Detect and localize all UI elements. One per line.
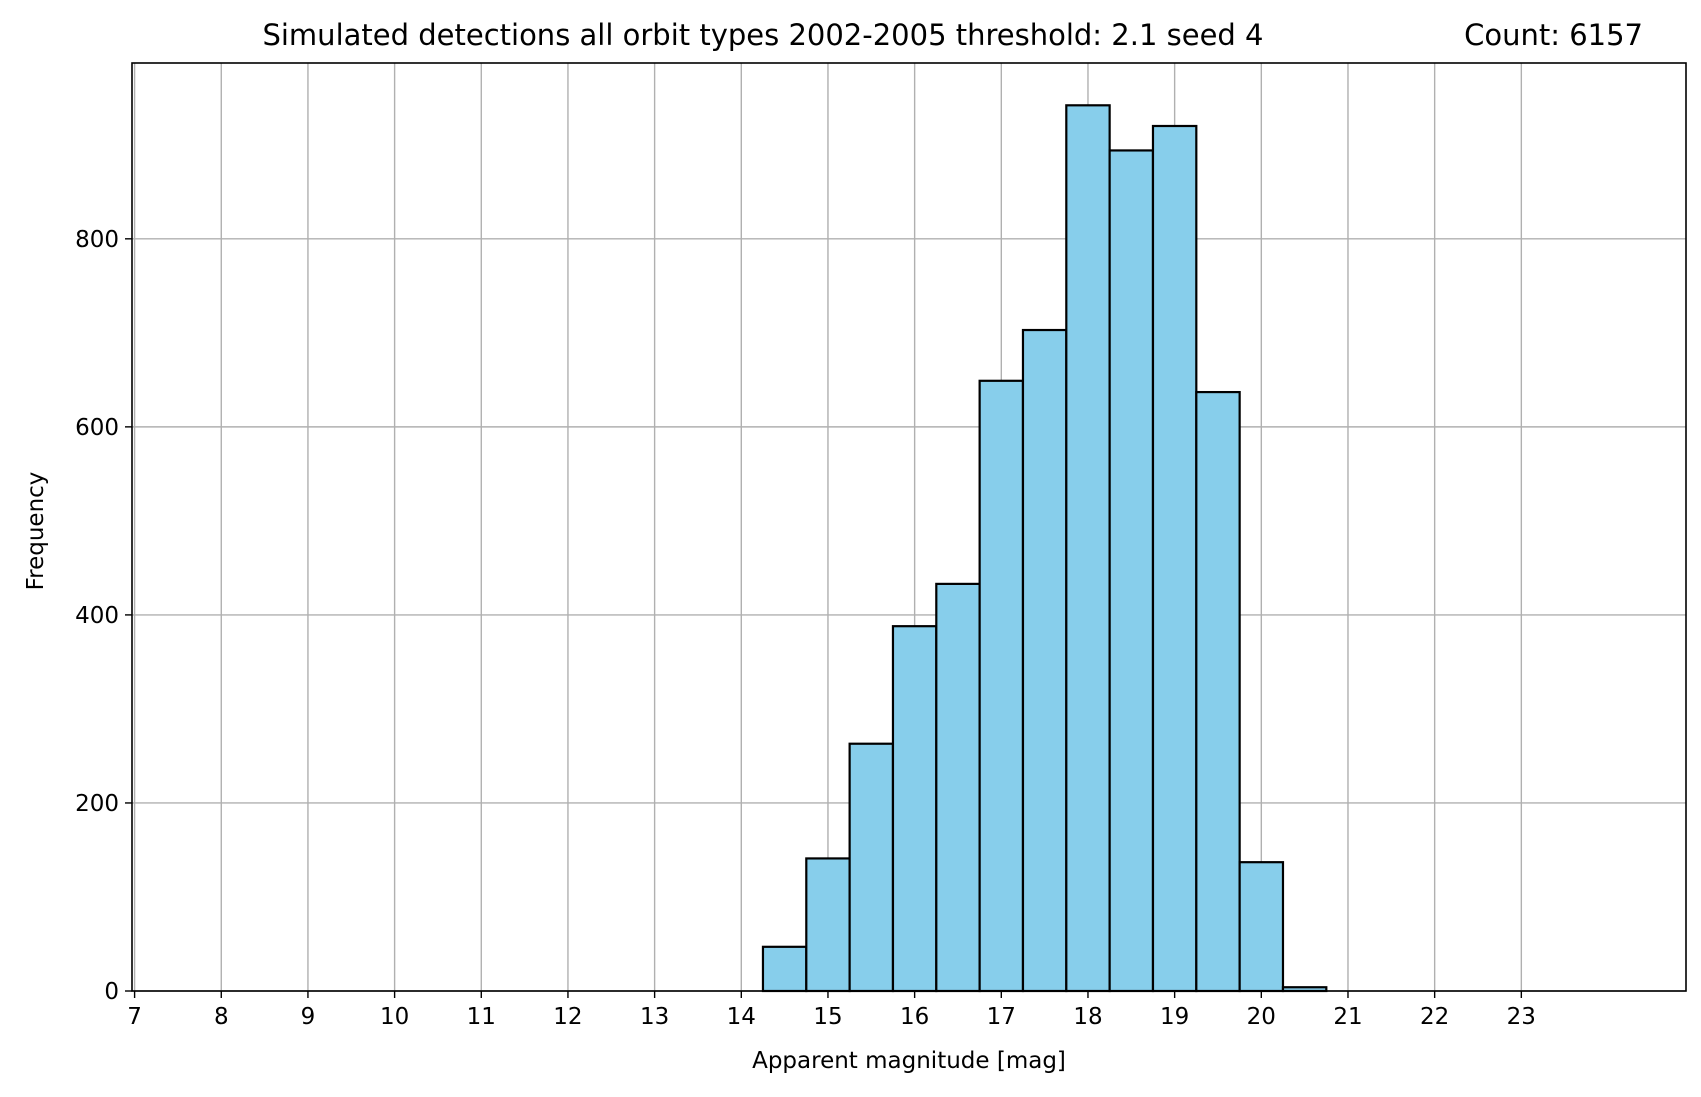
histogram-bar bbox=[1108, 149, 1155, 993]
x-tick-label: 22 bbox=[1420, 1004, 1449, 1030]
x-tick-label: 11 bbox=[467, 1004, 496, 1030]
x-tick-label: 8 bbox=[214, 1004, 229, 1030]
histogram-bar bbox=[891, 625, 938, 993]
x-tick-label: 20 bbox=[1247, 1004, 1276, 1030]
x-tick-label: 14 bbox=[727, 1004, 756, 1030]
x-tick-label: 16 bbox=[900, 1004, 929, 1030]
y-axis-ticks: 0 200 400 600 800 bbox=[75, 227, 132, 1005]
y-tick-label: 800 bbox=[75, 227, 119, 253]
chart-title: Simulated detections all orbit types 200… bbox=[262, 18, 1263, 52]
count-label: Count: 6157 bbox=[1464, 18, 1643, 52]
x-tick-label: 12 bbox=[553, 1004, 582, 1030]
histogram-bar bbox=[978, 379, 1025, 993]
y-tick-label: 0 bbox=[104, 979, 119, 1005]
histogram-bars bbox=[761, 104, 1328, 993]
x-tick-label: 9 bbox=[301, 1004, 316, 1030]
x-tick-label: 13 bbox=[640, 1004, 669, 1030]
histogram-bar bbox=[1021, 328, 1068, 993]
x-axis-label: Apparent magnitude [mag] bbox=[752, 1048, 1066, 1074]
y-tick-label: 600 bbox=[75, 415, 119, 441]
y-tick-label: 400 bbox=[75, 603, 119, 629]
x-tick-label: 21 bbox=[1333, 1004, 1362, 1030]
histogram-bar bbox=[805, 857, 851, 993]
x-tick-label: 10 bbox=[380, 1004, 409, 1030]
y-tick-label: 200 bbox=[75, 791, 119, 817]
x-tick-label: 19 bbox=[1160, 1004, 1189, 1030]
x-tick-label: 18 bbox=[1073, 1004, 1102, 1030]
x-axis-ticks: 7 8 9 10 11 12 13 14 15 16 17 18 19 20 21 22 23 bbox=[127, 991, 1536, 1030]
histogram-bar bbox=[1238, 861, 1285, 993]
x-tick-label: 17 bbox=[987, 1004, 1016, 1030]
x-tick-label: 23 bbox=[1507, 1004, 1536, 1030]
plot-area-frame bbox=[131, 62, 1687, 992]
histogram-bar bbox=[761, 945, 808, 993]
y-axis-label: Frequency bbox=[23, 472, 49, 591]
histogram-bar bbox=[1195, 390, 1241, 993]
histogram-bar bbox=[1151, 124, 1198, 993]
histogram-bar bbox=[848, 742, 895, 993]
histogram-bar bbox=[935, 582, 981, 993]
x-tick-label: 15 bbox=[813, 1004, 842, 1030]
x-tick-label: 7 bbox=[127, 1004, 142, 1030]
histogram-bar bbox=[1065, 104, 1111, 993]
